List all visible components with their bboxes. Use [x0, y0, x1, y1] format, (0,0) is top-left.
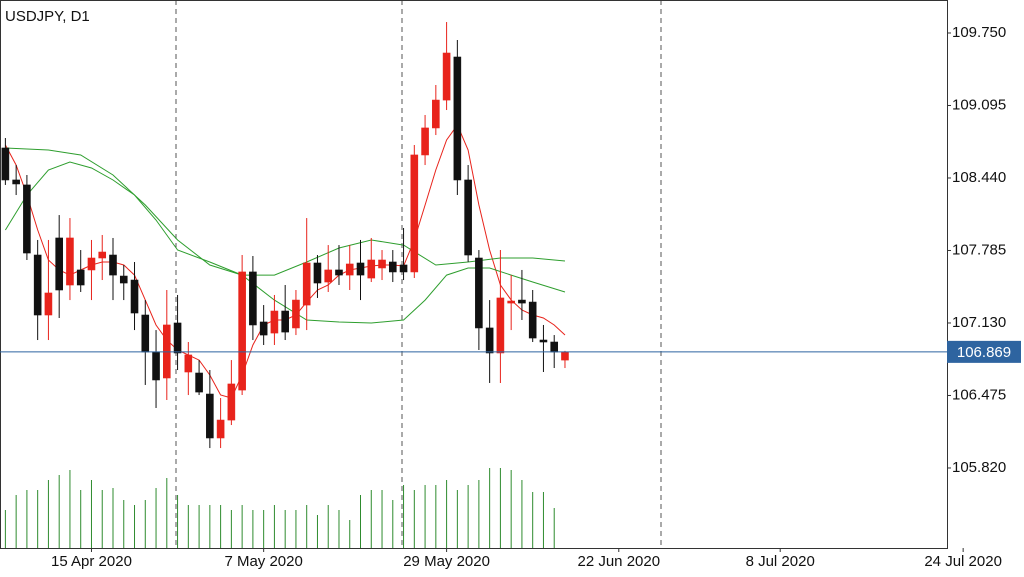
candle-body — [238, 271, 246, 391]
candle-body — [227, 383, 236, 421]
candle-body — [496, 297, 505, 354]
current-price-label: 106.869 — [957, 344, 1011, 361]
candle-body — [464, 179, 472, 256]
candle-body — [313, 262, 322, 284]
candle-body — [141, 314, 150, 353]
candle-body — [302, 262, 311, 306]
y-tick-label: 109.750 — [952, 24, 1006, 41]
candle-body — [367, 259, 376, 279]
candle-body — [55, 237, 63, 291]
candle-body — [130, 279, 139, 314]
candle-body — [507, 300, 515, 304]
candle-body — [44, 292, 53, 316]
candle-body — [442, 52, 451, 101]
x-tick-label: 22 Jun 2020 — [577, 553, 660, 570]
candle-body — [173, 322, 182, 354]
plot-frame — [0, 0, 948, 549]
candle-body — [1, 147, 10, 181]
candle-body — [270, 310, 279, 334]
y-tick-label: 106.475 — [952, 386, 1006, 403]
candle-body — [345, 263, 354, 276]
candle-body — [87, 257, 96, 271]
candle-body — [119, 275, 128, 284]
candle-body — [388, 261, 397, 273]
x-tick-label: 8 Jul 2020 — [746, 553, 815, 570]
y-tick-label: 107.130 — [952, 314, 1006, 331]
x-tick-label: 15 Apr 2020 — [51, 553, 132, 570]
candle-body — [561, 351, 569, 361]
candle-body — [324, 269, 333, 283]
candle-body — [335, 269, 343, 276]
candle-body — [528, 301, 537, 339]
candle-body — [518, 299, 526, 304]
candle-body — [259, 321, 268, 336]
candle-body — [475, 257, 483, 329]
candle-body — [485, 327, 494, 354]
x-tick-label: 24 Jul 2020 — [924, 553, 1002, 570]
current-price-box — [947, 340, 1021, 363]
candle-body — [76, 269, 85, 286]
candle-body — [206, 393, 214, 439]
candle-body — [453, 56, 462, 181]
period-separators — [175, 0, 662, 548]
candle-body — [281, 310, 289, 333]
candle-body — [12, 179, 20, 185]
candle-body — [421, 127, 429, 156]
candle-body — [23, 184, 31, 254]
candle-body — [184, 354, 193, 373]
chart-title: USDJPY, D1 — [5, 8, 90, 25]
candle-body — [410, 154, 419, 273]
candle-body — [33, 254, 42, 316]
y-tick-label: 105.820 — [952, 459, 1006, 476]
candle-body — [98, 251, 107, 259]
candle-body — [432, 99, 440, 129]
indicator-line — [5, 147, 566, 276]
y-tick-label: 109.095 — [952, 96, 1006, 113]
x-tick-label: 29 May 2020 — [403, 553, 490, 570]
candle-body — [249, 271, 257, 326]
candle-body — [109, 254, 117, 276]
candle-body — [550, 341, 559, 353]
candle-body — [399, 264, 408, 273]
candle-body — [539, 339, 548, 343]
candle-body — [292, 299, 300, 329]
candle-body — [195, 372, 203, 393]
x-tick-label: 7 May 2020 — [224, 553, 302, 570]
candle-body — [152, 351, 160, 381]
candle-body — [378, 259, 386, 269]
candle-body — [356, 262, 365, 276]
y-tick-label: 107.785 — [952, 241, 1006, 258]
candle-body — [66, 237, 74, 286]
y-tick-label: 108.440 — [952, 169, 1006, 186]
candle-body — [216, 419, 225, 439]
